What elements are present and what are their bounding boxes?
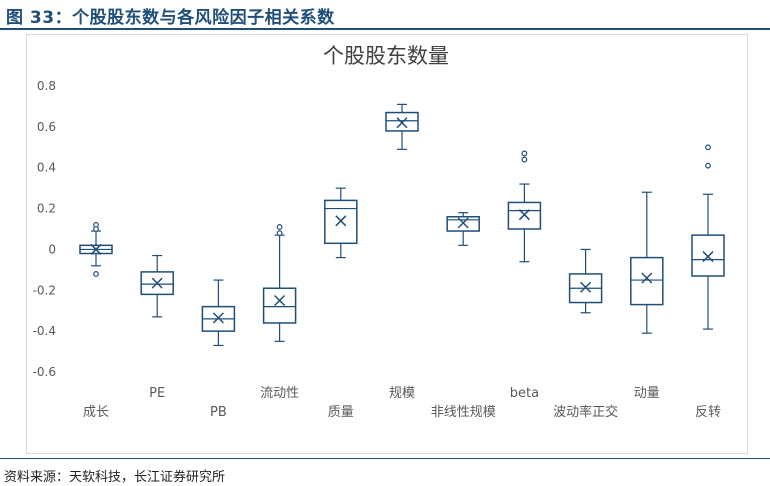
outlier-point bbox=[705, 162, 711, 169]
outlier-point bbox=[521, 156, 528, 163]
figure-title: 图 33：个股股东数与各风险因子相关系数 bbox=[6, 8, 335, 28]
iqr-box bbox=[262, 287, 297, 324]
iqr-box bbox=[630, 256, 664, 306]
mean-marker bbox=[457, 217, 469, 229]
y-tick-label: -0.6 bbox=[33, 365, 56, 379]
y-tick-label: 0.8 bbox=[37, 79, 56, 93]
mean-marker bbox=[641, 272, 653, 284]
x-category-label: PB bbox=[210, 405, 227, 420]
box-1 bbox=[140, 254, 174, 318]
outlier-point bbox=[276, 224, 283, 230]
mean-marker bbox=[151, 277, 163, 289]
x-category-label: 动量 bbox=[634, 386, 660, 401]
y-tick-label: 0.4 bbox=[37, 161, 56, 175]
x-category-label: 成长 bbox=[83, 405, 109, 420]
outlier-point bbox=[93, 226, 99, 232]
box-5 bbox=[385, 103, 419, 150]
mean-marker bbox=[90, 243, 102, 255]
box-4 bbox=[324, 187, 358, 259]
y-axis: 0.8 0.6 0.4 0.2 0 -0.2 -0.4 -0.6 bbox=[33, 79, 56, 379]
box-2 bbox=[201, 279, 236, 347]
y-tick-label: 0 bbox=[48, 242, 56, 256]
title-rule bbox=[0, 28, 770, 30]
x-category-label: 反转 bbox=[695, 405, 721, 420]
x-category-label: 非线性规模 bbox=[431, 405, 496, 420]
source-note: 资料来源：天软科技，长江证券研究所 bbox=[4, 470, 226, 485]
mean-marker bbox=[274, 294, 286, 307]
x-category-label: 规模 bbox=[389, 386, 415, 401]
mean-marker bbox=[396, 117, 408, 129]
mean-marker bbox=[212, 312, 224, 324]
source-rule bbox=[0, 458, 770, 459]
chart-frame bbox=[26, 34, 748, 454]
outlier-point bbox=[521, 150, 528, 157]
y-tick-label: -0.2 bbox=[33, 283, 56, 297]
outlier-point bbox=[705, 144, 711, 151]
mean-marker bbox=[518, 209, 530, 221]
x-category-label: 波动率正交 bbox=[553, 404, 618, 420]
outlier-point bbox=[93, 271, 99, 277]
x-category-label: 流动性 bbox=[260, 386, 299, 401]
mean-marker bbox=[335, 215, 347, 227]
y-tick-label: 0.2 bbox=[37, 202, 56, 216]
box-10 bbox=[691, 144, 725, 330]
x-category-label: beta bbox=[510, 386, 539, 401]
x-category-label: PE bbox=[149, 386, 165, 401]
x-category-label: 质量 bbox=[328, 405, 354, 420]
mean-marker bbox=[580, 281, 592, 293]
box-6 bbox=[446, 212, 480, 246]
mean-marker bbox=[702, 251, 714, 263]
box-0 bbox=[79, 222, 113, 277]
outlier-point bbox=[276, 230, 283, 236]
box-9 bbox=[630, 191, 664, 334]
box-7 bbox=[507, 150, 542, 263]
box-8 bbox=[568, 248, 603, 314]
chart-title: 个股股东数量 bbox=[323, 44, 449, 68]
box-series bbox=[79, 103, 725, 347]
y-tick-label: 0.6 bbox=[37, 120, 56, 134]
y-tick-label: -0.4 bbox=[33, 324, 56, 338]
boxplot-chart: 个股股东数量 0.8 0.6 0.4 0.2 0 -0.2 -0.4 -0.6 成长 PE PB 流… bbox=[33, 44, 725, 420]
box-3 bbox=[262, 224, 297, 342]
